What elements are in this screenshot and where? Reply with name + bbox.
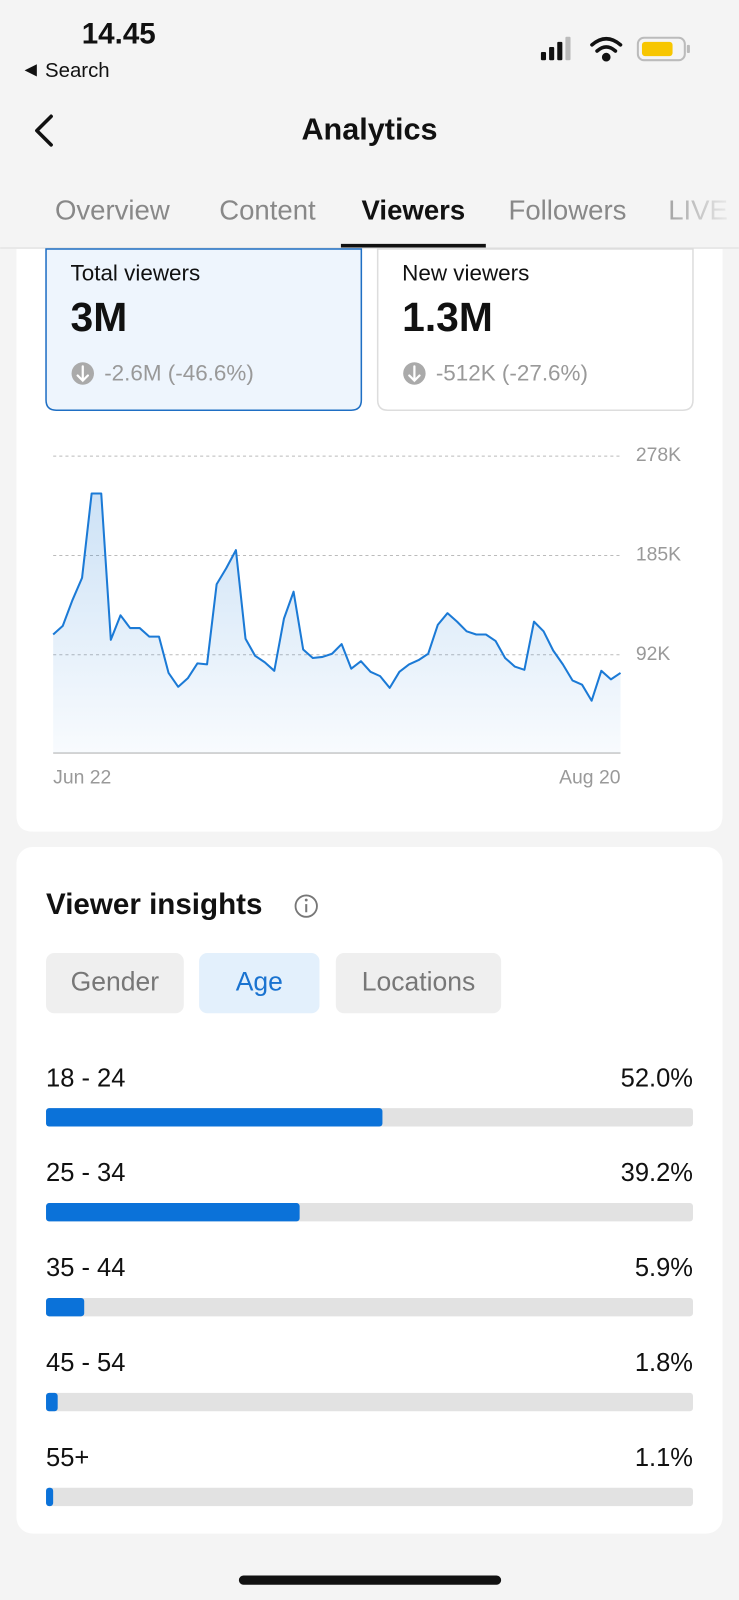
y-tick-label: 278K <box>636 444 681 466</box>
metric-value: 3M <box>71 294 128 340</box>
wifi-icon <box>590 36 623 62</box>
section-title: Viewer insights <box>46 888 262 921</box>
age-value-label: 39.2% <box>621 1159 693 1187</box>
filter-label[interactable]: Age <box>236 967 283 997</box>
home-indicator <box>238 1575 502 1585</box>
content: OverviewContentViewersFollowersLIVETotal… <box>0 178 739 1534</box>
tab[interactable]: Viewers <box>362 195 466 226</box>
age-label: 35 - 44 <box>46 1254 125 1282</box>
bar <box>46 1392 58 1412</box>
tab[interactable]: Content <box>219 195 316 226</box>
status-time: 14.45 <box>82 18 156 51</box>
bar <box>46 1487 54 1507</box>
y-tick-label: 185K <box>636 544 681 566</box>
metric-label: Total viewers <box>71 260 201 285</box>
info-icon-dot <box>304 898 308 902</box>
age-label: 25 - 34 <box>46 1159 125 1187</box>
x-tick-label: Jun 22 <box>53 767 111 789</box>
age-value-label: 5.9% <box>635 1254 693 1282</box>
filter-pill[interactable] <box>335 953 502 1014</box>
bar <box>46 1297 85 1317</box>
age-value-label: 1.8% <box>635 1349 693 1377</box>
back-arrow-icon[interactable] <box>24 64 37 77</box>
bar-track <box>46 1297 693 1317</box>
metric-change: -2.6M (-46.6%) <box>104 360 254 385</box>
change-arrow <box>76 365 89 383</box>
y-tick-label: 92K <box>636 643 671 665</box>
metric-change: -512K (-27.6%) <box>436 360 588 385</box>
insights-card <box>16 846 723 1534</box>
bar-track <box>46 1487 693 1507</box>
tab[interactable]: Followers <box>509 195 627 226</box>
line <box>52 492 622 702</box>
filter-pill[interactable] <box>199 953 320 1014</box>
bar <box>46 1203 300 1222</box>
page-title: Analytics <box>301 113 437 147</box>
age-label: 55+ <box>46 1444 89 1472</box>
signal-icon <box>540 36 571 61</box>
filter-label[interactable]: Gender <box>71 967 160 997</box>
info-icon[interactable] <box>294 894 318 918</box>
age-label: 18 - 24 <box>46 1064 125 1092</box>
back-button[interactable] <box>35 114 53 147</box>
tab-underline <box>340 243 486 248</box>
bar <box>46 1108 383 1127</box>
status-back-label[interactable]: Search <box>45 60 110 82</box>
battery-icon <box>636 36 690 62</box>
area <box>53 493 621 754</box>
tab-fade <box>642 178 739 244</box>
filter-pill[interactable] <box>46 953 184 1014</box>
metric-value: 1.3M <box>402 294 493 340</box>
tab[interactable]: Overview <box>55 195 170 226</box>
age-value-label: 1.1% <box>635 1444 693 1472</box>
metric-card[interactable] <box>376 248 694 411</box>
filter-label[interactable]: Locations <box>362 967 476 997</box>
metric-label: New viewers <box>402 260 529 285</box>
x-tick-label: Aug 20 <box>559 767 621 789</box>
metric-card[interactable] <box>45 248 363 411</box>
age-label: 45 - 54 <box>46 1349 125 1377</box>
change-arrow <box>408 365 421 383</box>
age-value-label: 52.0% <box>621 1064 693 1092</box>
bar-track <box>46 1392 693 1412</box>
